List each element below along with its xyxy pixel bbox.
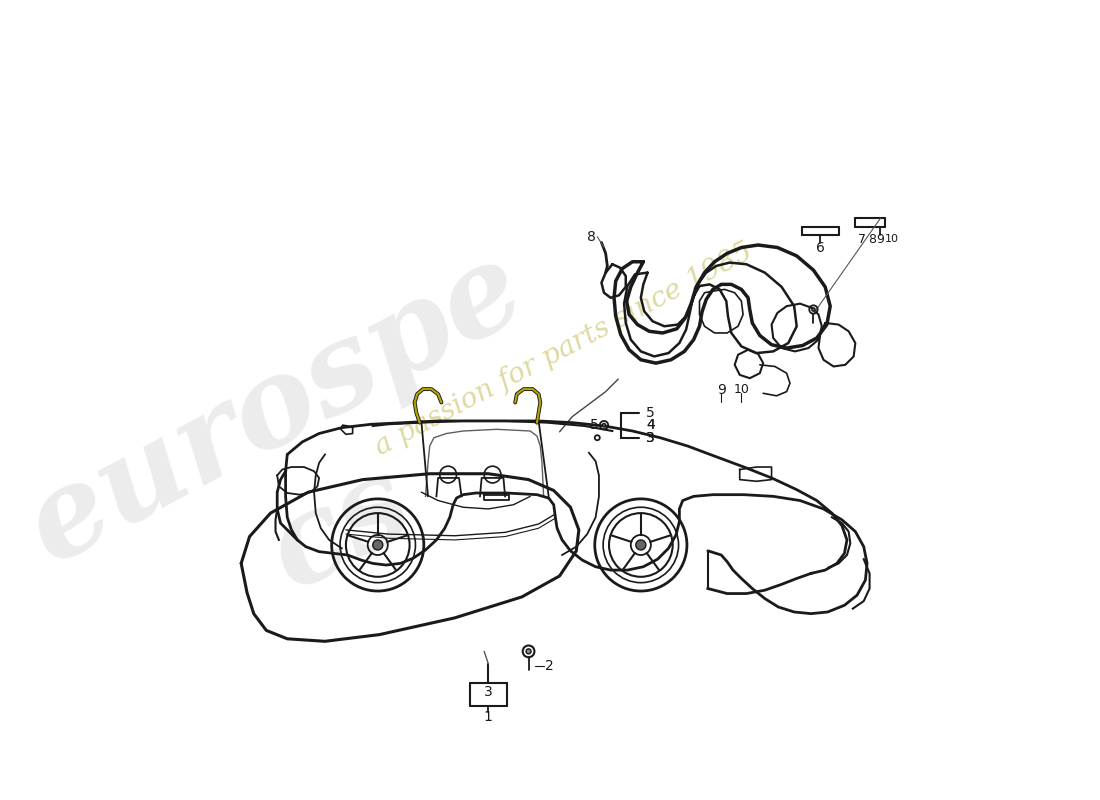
Text: 10: 10 <box>734 383 749 397</box>
Circle shape <box>603 423 606 427</box>
Text: a passion for parts since 1985: a passion for parts since 1985 <box>371 238 757 461</box>
Text: 10: 10 <box>886 234 899 244</box>
Circle shape <box>526 649 531 654</box>
Text: 5: 5 <box>591 418 600 432</box>
Text: 6: 6 <box>816 242 825 255</box>
Text: 8: 8 <box>586 230 595 244</box>
Text: 9: 9 <box>717 383 726 397</box>
Text: 8: 8 <box>868 233 876 246</box>
Text: 1: 1 <box>484 710 493 724</box>
Text: 4: 4 <box>646 418 654 432</box>
Text: 3: 3 <box>646 430 654 445</box>
Text: 4: 4 <box>646 418 654 432</box>
Circle shape <box>373 540 383 550</box>
Text: 3: 3 <box>484 685 493 698</box>
Text: 7: 7 <box>858 233 866 246</box>
Text: 5: 5 <box>646 406 654 419</box>
Circle shape <box>636 540 646 550</box>
Text: 9: 9 <box>877 233 884 246</box>
Text: eurospe
cs: eurospe cs <box>8 226 608 708</box>
Text: 2: 2 <box>546 659 554 674</box>
Text: 3: 3 <box>646 430 654 445</box>
Circle shape <box>812 308 815 311</box>
